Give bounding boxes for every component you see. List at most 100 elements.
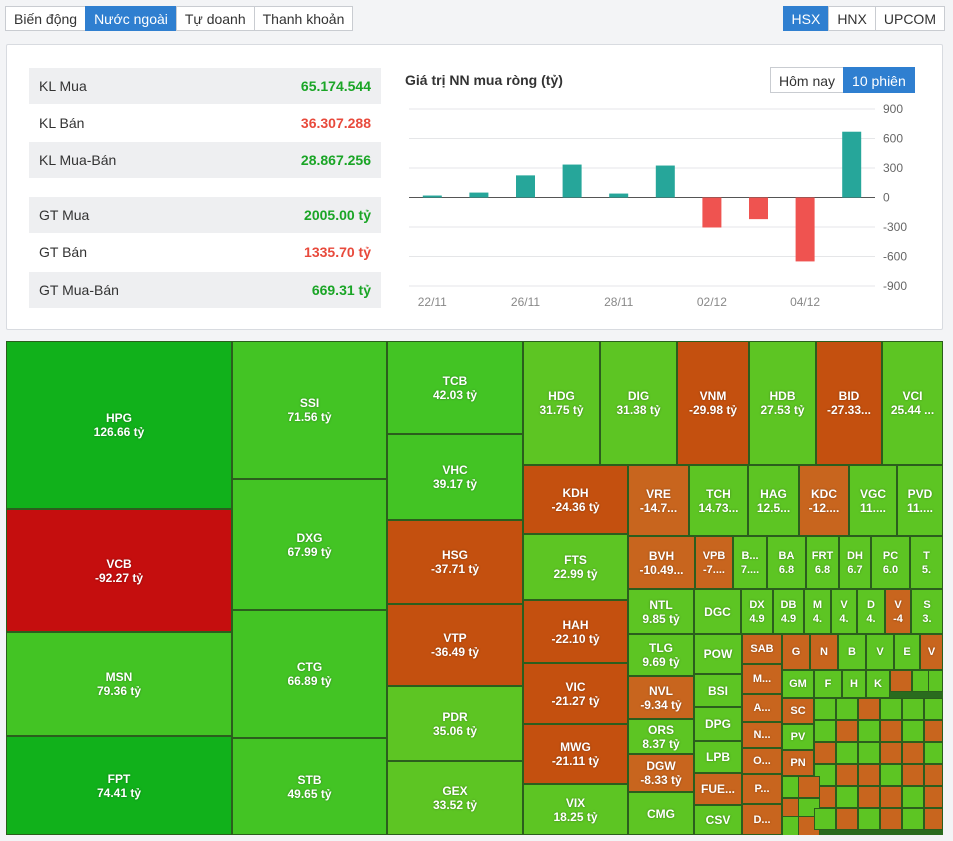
treemap-cell-m[interactable]: M... [742,664,782,694]
treemap-cell-small[interactable] [924,786,943,808]
treemap-cell-gex[interactable]: GEX 33.52 tỷ [387,761,523,835]
treemap-cell-tch[interactable]: TCH 14.73... [689,465,748,536]
treemap-cell-d[interactable]: D 4. [857,589,885,634]
treemap-cell-v[interactable]: V 4. [831,589,857,634]
treemap-cell-small[interactable] [924,808,943,830]
treemap-cell-vhc[interactable]: VHC 39.17 tỷ [387,434,523,520]
treemap-cell-small[interactable] [858,720,880,742]
treemap-cell-small[interactable] [924,698,943,720]
treemap-cell-vcb[interactable]: VCB -92.27 tỷ [6,509,232,632]
treemap-cell-fue[interactable]: FUE... [694,773,742,805]
treemap-cell-vpb[interactable]: VPB -7.... [695,536,733,589]
treemap-cell-small[interactable] [858,808,880,830]
treemap-cell-vtp[interactable]: VTP -36.49 tỷ [387,604,523,686]
treemap-cell-dpg[interactable]: DPG [694,707,742,741]
treemap-cell-ba[interactable]: BA 6.8 [767,536,806,589]
treemap-cell-ctg[interactable]: CTG 66.89 tỷ [232,610,387,738]
treemap-cell-p[interactable]: P... [742,774,782,804]
treemap-cell-f[interactable]: F [814,670,842,698]
treemap-cell-kdc[interactable]: KDC -12.... [799,465,849,536]
treemap-cell-ors[interactable]: ORS 8.37 tỷ [628,719,694,754]
treemap-cell-g[interactable]: G [782,634,810,670]
treemap-cell-kdh[interactable]: KDH -24.36 tỷ [523,465,628,534]
treemap-cell-small[interactable] [858,742,880,764]
treemap-cell-mwg[interactable]: MWG -21.11 tỷ [523,724,628,784]
treemap-cell-pow[interactable]: POW [694,634,742,674]
treemap-cell-cmg[interactable]: CMG [628,792,694,835]
treemap-cell-vnm[interactable]: VNM -29.98 tỷ [677,341,749,465]
treemap-cell-fpt[interactable]: FPT 74.41 tỷ [6,736,232,835]
treemap-cell-dgw[interactable]: DGW -8.33 tỷ [628,754,694,792]
treemap-cell-small[interactable] [880,786,902,808]
tab-bien-dong[interactable]: Biến động [5,6,87,31]
treemap-cell-o[interactable]: O... [742,748,782,774]
treemap-cell-small[interactable] [880,808,902,830]
treemap-cell-hdb[interactable]: HDB 27.53 tỷ [749,341,816,465]
treemap-cell-small[interactable] [880,742,902,764]
treemap-cell-small[interactable] [836,786,858,808]
treemap-cell-pdr[interactable]: PDR 35.06 tỷ [387,686,523,761]
treemap-cell-hsg[interactable]: HSG -37.71 tỷ [387,520,523,604]
treemap-cell-ntl[interactable]: NTL 9.85 tỷ [628,589,694,634]
treemap-cell-small[interactable] [814,720,836,742]
treemap-cell-ssi[interactable]: SSI 71.56 tỷ [232,341,387,479]
treemap-cell-nvl[interactable]: NVL -9.34 tỷ [628,676,694,719]
treemap-cell-frt[interactable]: FRT 6.8 [806,536,839,589]
today-button[interactable]: Hôm nay [770,67,845,93]
treemap-cell-dxg[interactable]: DXG 67.99 tỷ [232,479,387,610]
treemap-cell-csv[interactable]: CSV [694,805,742,835]
treemap-cell-small[interactable] [902,742,924,764]
treemap-cell-small[interactable] [880,764,902,786]
tab-thanh-khoan[interactable]: Thanh khoản [253,6,354,31]
treemap-cell-m[interactable]: M 4. [804,589,831,634]
treemap-cell-hah[interactable]: HAH -22.10 tỷ [523,600,628,663]
treemap-cell-small[interactable] [902,808,924,830]
treemap-cell-small[interactable] [814,698,836,720]
treemap-cell-hpg[interactable]: HPG 126.66 tỷ [6,341,232,509]
exchange-hnx-button[interactable]: HNX [828,6,876,31]
treemap-cell-small[interactable] [836,698,858,720]
treemap-cell-b[interactable]: B... 7.... [733,536,767,589]
treemap-cell-bvh[interactable]: BVH -10.49... [628,536,695,589]
treemap-cell-dig[interactable]: DIG 31.38 tỷ [600,341,677,465]
treemap-cell-vix[interactable]: VIX 18.25 tỷ [523,784,628,835]
treemap-cell-vgc[interactable]: VGC 11.... [849,465,897,536]
treemap-cell-small[interactable] [836,764,858,786]
treemap-cell-sab[interactable]: SAB [742,634,782,664]
treemap-cell-small[interactable] [902,786,924,808]
treemap-cell-a[interactable]: A... [742,694,782,722]
treemap-cell-fts[interactable]: FTS 22.99 tỷ [523,534,628,600]
treemap-cell-k[interactable]: K [866,670,890,698]
treemap-cell-small[interactable] [880,720,902,742]
treemap-cell-small[interactable] [890,670,912,692]
treemap-cell-gm[interactable]: GM [782,670,814,698]
treemap-cell-hag[interactable]: HAG 12.5... [748,465,799,536]
ten-sessions-button[interactable]: 10 phiên [843,67,915,93]
tab-tu-doanh[interactable]: Tự doanh [175,6,255,31]
treemap-cell-v[interactable]: V [920,634,943,670]
treemap-cell-small[interactable] [814,808,836,830]
treemap-cell-small[interactable] [902,698,924,720]
treemap-cell-bid[interactable]: BID -27.33... [816,341,882,465]
treemap-cell-small[interactable] [798,776,820,798]
treemap-cell-dgc[interactable]: DGC [694,589,741,634]
treemap-cell-hdg[interactable]: HDG 31.75 tỷ [523,341,600,465]
treemap-cell-n[interactable]: N... [742,722,782,748]
tab-nuoc-ngoai[interactable]: Nước ngoài [85,6,177,31]
treemap-cell-pn[interactable]: PN [782,750,814,776]
treemap-cell-v[interactable]: V [866,634,894,670]
treemap-cell-small[interactable] [924,742,943,764]
treemap-cell-t[interactable]: T 5. [910,536,943,589]
treemap-cell-lpb[interactable]: LPB [694,741,742,773]
treemap-cell-pvd[interactable]: PVD 11.... [897,465,943,536]
treemap-cell-vic[interactable]: VIC -21.27 tỷ [523,663,628,724]
treemap-cell-bsi[interactable]: BSI [694,674,742,707]
treemap-cell-small[interactable] [836,808,858,830]
exchange-upcom-button[interactable]: UPCOM [874,6,945,31]
treemap-cell-dx[interactable]: DX 4.9 [741,589,773,634]
treemap-cell-vre[interactable]: VRE -14.7... [628,465,689,536]
treemap-cell-small[interactable] [924,720,943,742]
treemap-cell-msn[interactable]: MSN 79.36 tỷ [6,632,232,736]
treemap-cell-pc[interactable]: PC 6.0 [871,536,910,589]
treemap-cell-small[interactable] [814,742,836,764]
